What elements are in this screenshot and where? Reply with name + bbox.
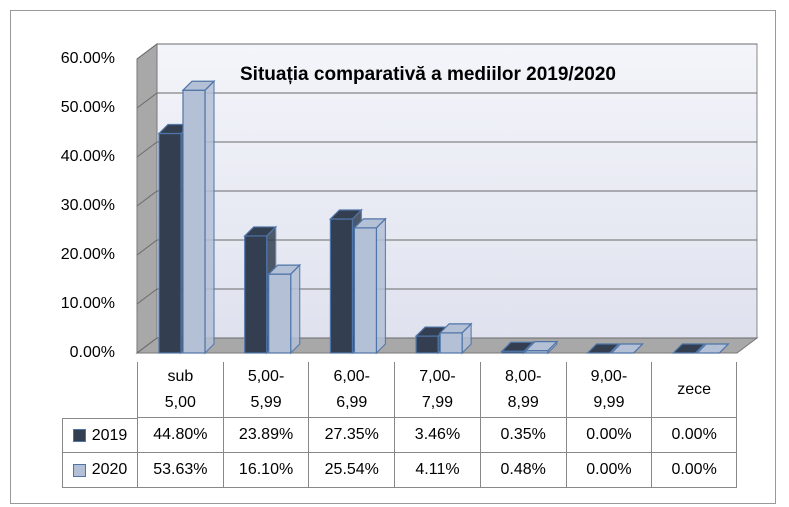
category-label-text: 8,00-8,99 <box>504 367 542 411</box>
bar-front <box>244 235 268 354</box>
bar-front <box>158 132 182 354</box>
data-label: 27.35% <box>308 418 395 453</box>
data-label-text: 4.11% <box>415 461 460 478</box>
bar-top <box>352 218 387 229</box>
bar <box>671 343 706 354</box>
data-label: 25.54% <box>308 453 395 488</box>
bar-top <box>328 209 363 220</box>
data-label: 0.35% <box>479 418 566 453</box>
data-label: 16.10% <box>222 453 309 488</box>
category-label: 6,00-6,99 <box>308 362 395 418</box>
category-label-text: sub 5,00 <box>164 367 196 411</box>
bar-top <box>524 341 559 352</box>
data-label: 0.00% <box>651 453 737 488</box>
y-tick-label: 50.00% <box>61 99 115 116</box>
data-label-text: 0.00% <box>671 426 717 443</box>
grid-line <box>136 239 757 256</box>
bar <box>695 343 730 354</box>
bar-side <box>375 217 387 355</box>
grid-line <box>136 190 757 207</box>
bar-top <box>695 343 730 354</box>
category-label-text: 7,00-7,99 <box>419 367 456 411</box>
category-label-text: zece <box>677 380 712 398</box>
bar <box>610 343 645 354</box>
legend-swatch <box>72 463 86 477</box>
bar-top <box>181 80 216 91</box>
bar <box>181 79 216 355</box>
bar <box>438 322 473 355</box>
category-label-text: 6,00-6,99 <box>333 367 370 411</box>
data-label-text: 16.10% <box>238 461 294 478</box>
data-label-text: 44.80% <box>153 426 208 443</box>
grid-line <box>136 43 757 60</box>
legend-label: 2020 <box>91 461 128 478</box>
bar-side <box>290 263 301 355</box>
data-label-text: 0.00% <box>671 461 717 478</box>
data-label-text: 0.00% <box>586 426 632 443</box>
legend-label: 2019 <box>91 426 128 444</box>
bar-top <box>243 226 278 237</box>
data-label: 0.00% <box>565 418 652 453</box>
grid-line <box>136 288 757 305</box>
data-label: 4.11% <box>394 453 480 488</box>
data-label: 44.80% <box>137 418 223 453</box>
chart-frame <box>10 10 776 504</box>
category-label: sub 5,00 <box>137 362 223 418</box>
bar-top <box>586 343 621 354</box>
y-tick-label: 30.00% <box>61 197 115 214</box>
y-tick-label: 10.00% <box>61 295 115 312</box>
legend-entry: 2020 <box>62 453 137 488</box>
data-label: 23.89% <box>222 418 309 453</box>
bar-front <box>268 273 292 354</box>
data-label: 3.46% <box>394 418 480 453</box>
bar-front <box>182 89 206 354</box>
y-tick-label: 20.00% <box>61 246 115 263</box>
grid-line <box>136 92 757 109</box>
bar-front <box>415 335 439 354</box>
data-label-text: 3.46% <box>414 426 461 443</box>
category-label: 5,00-5,99 <box>222 362 309 418</box>
bar-top <box>671 343 706 354</box>
data-label-text: 53.63% <box>153 461 208 478</box>
data-label-text: 0.48% <box>500 461 546 478</box>
bar-front <box>353 227 378 354</box>
category-label: 9,00-9,99 <box>565 362 652 418</box>
y-tick-label: 60.00% <box>61 50 115 67</box>
grid-line <box>136 337 757 354</box>
category-label: zece <box>651 362 737 418</box>
legend-swatch <box>72 429 86 442</box>
legend-entry: 2019 <box>62 418 137 453</box>
chart-title: Situația comparativă a mediilor 2019/202… <box>240 64 616 85</box>
bar-top <box>267 264 302 275</box>
category-label: 7,00-7,99 <box>394 362 480 418</box>
bar-top <box>500 341 535 352</box>
bar <box>352 217 387 355</box>
y-tick-label: 40.00% <box>61 148 115 165</box>
y-tick-label: 0.00% <box>70 344 115 361</box>
data-label: 53.63% <box>137 453 223 488</box>
bar-top <box>610 343 645 354</box>
data-label-text: 0.35% <box>500 426 546 443</box>
grid-line <box>136 141 757 158</box>
data-label-text: 25.54% <box>324 461 379 478</box>
bar-front <box>329 218 354 354</box>
data-label: 0.48% <box>479 453 566 488</box>
data-label-text: 23.89% <box>238 426 294 443</box>
bar-front <box>439 332 463 354</box>
data-label: 0.00% <box>651 418 737 453</box>
bar-side <box>204 79 215 355</box>
category-label: 8,00-8,99 <box>479 362 566 418</box>
data-label: 0.00% <box>565 453 652 488</box>
bar-top <box>438 323 473 334</box>
bar <box>524 340 559 355</box>
category-label-text: 5,00-5,99 <box>247 367 285 411</box>
bar <box>267 263 302 355</box>
data-label-text: 0.00% <box>586 461 632 478</box>
bar <box>586 343 621 354</box>
data-label-text: 27.35% <box>324 426 379 443</box>
category-label-text: 9,00-9,99 <box>590 367 628 411</box>
